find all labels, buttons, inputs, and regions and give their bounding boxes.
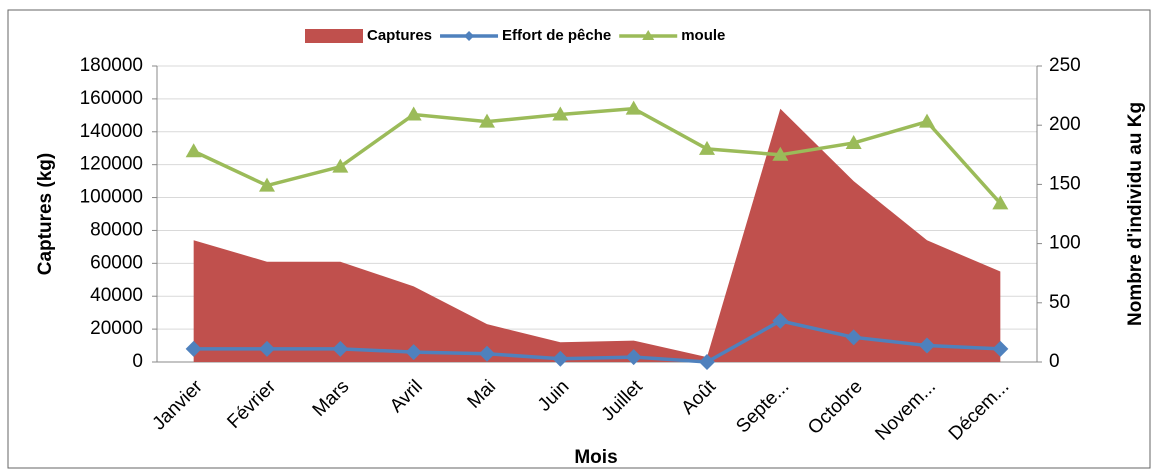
x-axis-title: Mois (574, 447, 617, 468)
y-tick-label: 180000 (80, 55, 143, 76)
y-tick-label: 80000 (90, 219, 143, 240)
marker (992, 195, 1009, 210)
marker (699, 354, 715, 370)
y-tick-label: 100000 (80, 187, 143, 208)
legend-marker (464, 31, 475, 41)
marker (625, 100, 642, 115)
legend-swatch (305, 29, 363, 43)
y2-tick-label: 100 (1049, 233, 1081, 254)
marker (185, 340, 202, 357)
area (193, 108, 1001, 362)
marker (332, 158, 349, 173)
y-tick-label: 40000 (90, 285, 143, 306)
y2-tick-label: 150 (1049, 173, 1081, 194)
marker (552, 106, 569, 121)
chart-frame (7, 9, 1151, 469)
legend-marker (642, 30, 655, 40)
marker (772, 146, 789, 161)
marker (845, 329, 862, 346)
y-axis-title: Captures (kg) (35, 153, 56, 275)
marker (479, 113, 495, 128)
marker (919, 337, 935, 354)
marker (992, 340, 1009, 357)
line (193, 319, 1001, 364)
y2-tick-label: 200 (1049, 114, 1081, 135)
marker (845, 134, 862, 149)
legend-label: Captures (367, 27, 432, 44)
y-tick-label: 120000 (80, 154, 143, 175)
marker (919, 113, 935, 128)
marker (185, 143, 202, 158)
marker (405, 106, 422, 121)
y2-tick-label: 250 (1049, 55, 1081, 76)
marker (405, 344, 422, 361)
marker (552, 350, 569, 367)
marker (699, 140, 715, 155)
marker (259, 177, 275, 192)
legend-label: moule (681, 27, 725, 44)
y-tick-label: 60000 (90, 252, 143, 273)
y-tick-label: 140000 (80, 121, 143, 142)
y2-tick-label: 0 (1049, 351, 1060, 372)
marker (332, 340, 349, 357)
y-tick-label: 20000 (90, 318, 143, 339)
marker (625, 349, 642, 366)
y2-axis-title: Nombre d'individu au Kg (1125, 102, 1146, 326)
marker (259, 340, 275, 357)
y2-tick-label: 50 (1049, 292, 1070, 313)
marker (479, 345, 495, 362)
y-tick-label: 160000 (80, 88, 143, 109)
marker (772, 312, 789, 329)
y-tick-label: 0 (132, 351, 143, 372)
legend-label: Effort de pêche (502, 27, 611, 44)
line (192, 106, 1002, 205)
